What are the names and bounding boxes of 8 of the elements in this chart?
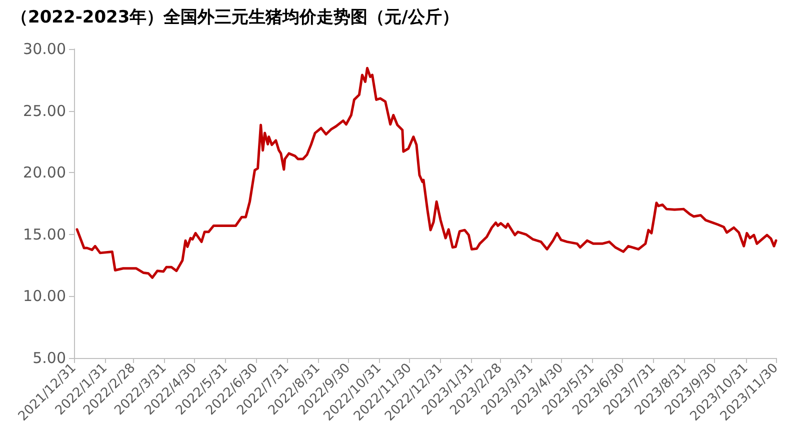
line-series <box>76 66 778 279</box>
y-tick-label: 10.00 <box>23 287 66 306</box>
y-tick-label: 5.00 <box>32 349 66 367</box>
y-tick-label: 20.00 <box>23 164 66 182</box>
chart-title: （2022-2023年）全国外三元生猪均价走势图（元/公斤） <box>11 8 459 28</box>
y-tick-label: 15.00 <box>23 225 66 244</box>
y-tick-label: 25.00 <box>23 102 66 120</box>
y-tick-label: 30.00 <box>23 40 66 58</box>
